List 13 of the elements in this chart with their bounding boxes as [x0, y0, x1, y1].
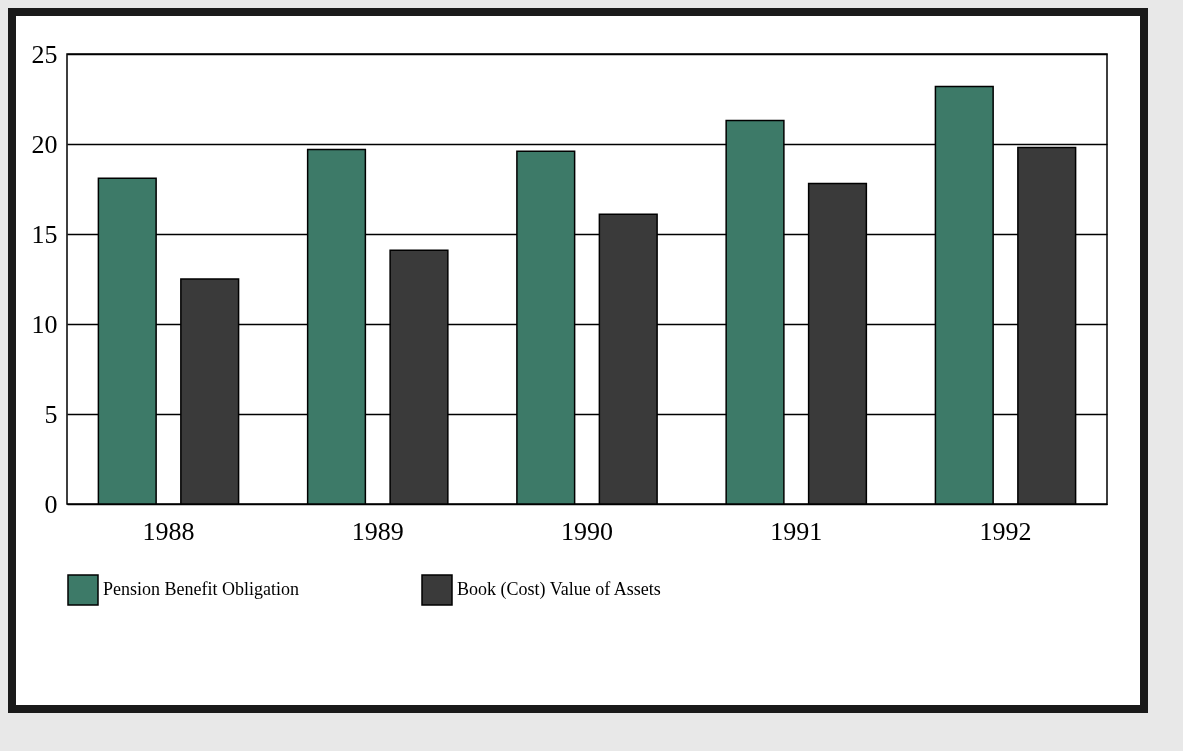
- y-tick-label: 5: [44, 399, 58, 429]
- y-tick-label: 0: [44, 489, 58, 519]
- x-tick-label: 1992: [979, 516, 1032, 546]
- y-tick-label: 20: [31, 129, 58, 159]
- x-tick-label: 1989: [351, 516, 404, 546]
- x-tick-label: 1990: [561, 516, 613, 546]
- x-tick-label: 1991: [770, 516, 823, 546]
- y-tick-label: 25: [31, 39, 58, 69]
- legend-label: Book (Cost) Value of Assets: [457, 579, 661, 600]
- y-tick-label: 10: [31, 309, 58, 339]
- legend-label: Pension Benefit Obligation: [103, 579, 299, 599]
- x-tick-label: 1988: [142, 516, 195, 546]
- y-tick-label: 15: [31, 219, 58, 249]
